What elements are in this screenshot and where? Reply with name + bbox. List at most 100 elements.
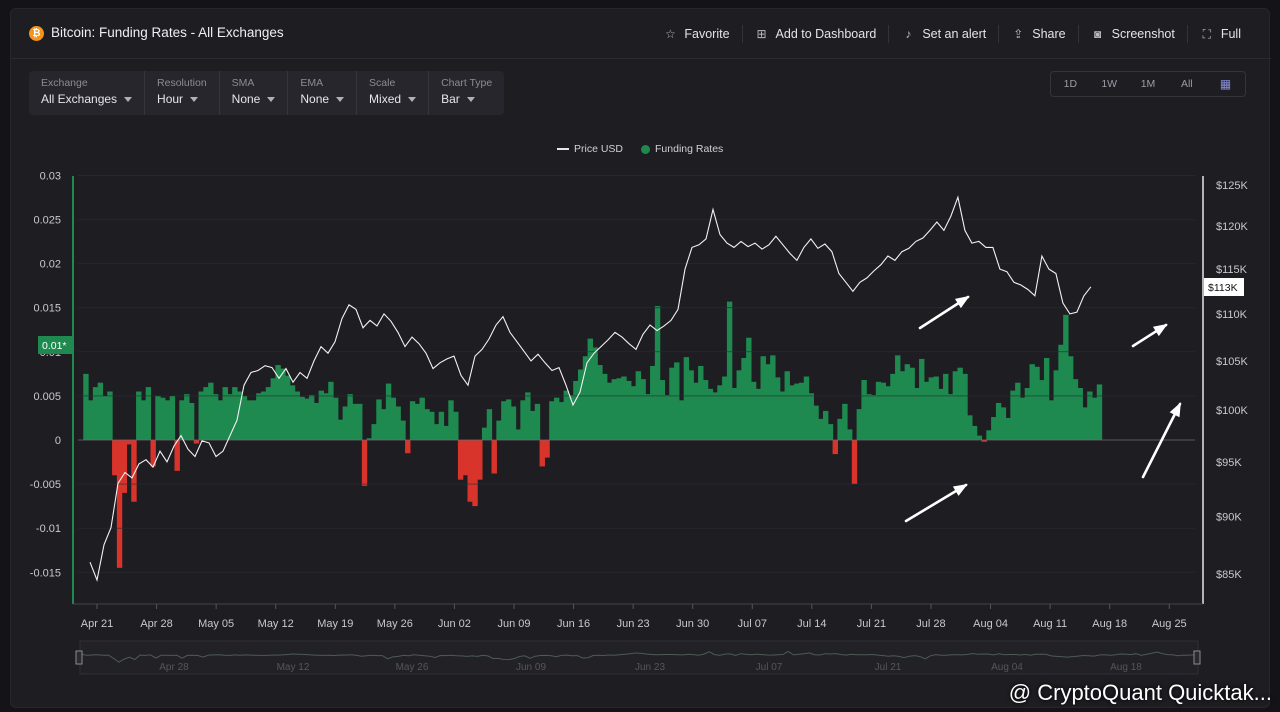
funding-legend-swatch (641, 144, 651, 154)
chevron-down-icon (466, 97, 475, 103)
funding-bar (174, 440, 180, 471)
funding-bar (597, 365, 603, 440)
funding-bar (193, 440, 200, 444)
watermark: @ CryptoQuant Quicktak... (1008, 680, 1272, 705)
funding-bar (573, 380, 579, 440)
funding-bar (957, 367, 963, 440)
funding-bar (587, 338, 593, 440)
funding-bar (947, 394, 954, 440)
funding-bar (352, 403, 358, 440)
funding-bar (433, 424, 440, 440)
range-1m-button[interactable]: 1M (1140, 78, 1156, 90)
funding-bar (256, 393, 262, 440)
funding-bar (477, 440, 483, 480)
funding-bar (784, 371, 790, 440)
exchange-select[interactable]: Exchange All Exchanges (29, 71, 144, 115)
funding-bar (674, 362, 680, 440)
legend-funding[interactable]: Funding Rates (655, 143, 724, 155)
funding-bar (1091, 397, 1098, 440)
navigator-tick: Aug 04 (991, 662, 1023, 673)
navigator-left-handle[interactable] (75, 650, 83, 665)
funding-bar (952, 371, 959, 440)
funding-bar (736, 370, 742, 440)
funding-bar (779, 391, 786, 440)
funding-bar (515, 429, 521, 440)
x-tick-label: Aug 11 (1033, 618, 1067, 630)
range-selector: 1D 1W 1M All ▦ (1050, 71, 1246, 97)
funding-bar (280, 368, 286, 440)
funding-bar (650, 365, 656, 440)
current-funding-label: 0.01* (38, 336, 73, 354)
current-price-value: $113K (1208, 282, 1238, 294)
funding-bar (991, 417, 997, 440)
right-y-tick: $95K (1216, 457, 1242, 469)
funding-bar (885, 386, 891, 440)
funding-bar (616, 378, 622, 440)
favorite-button[interactable]: ☆ Favorite (665, 27, 730, 41)
funding-bar (405, 440, 411, 454)
funding-bar (707, 388, 714, 440)
chart-gridlines (78, 175, 1195, 573)
funding-bar (1005, 417, 1011, 440)
camera-icon: ◙ (1093, 27, 1102, 41)
share-button[interactable]: ⇪ Share (998, 25, 1077, 43)
funding-bar (976, 435, 983, 440)
calendar-icon[interactable]: ▦ (1219, 77, 1232, 91)
scale-select[interactable]: Scale Mixed (356, 71, 428, 115)
x-tick-label: Jul 07 (738, 618, 767, 630)
funding-bar (265, 387, 272, 440)
funding-bar (337, 419, 344, 440)
funding-bar (390, 397, 397, 440)
funding-bar (549, 401, 555, 440)
funding-bar (1043, 358, 1050, 440)
navigator[interactable]: Apr 28 May 12 May 26 Jun 09 Jun 23 Jul 07 Jul … (75, 640, 1201, 675)
legend-price[interactable]: Price USD (574, 143, 624, 155)
left-y-tick: 0 (55, 435, 61, 447)
ema-select[interactable]: EMA None (287, 71, 356, 115)
funding-bar (981, 440, 987, 442)
funding-bar (851, 440, 858, 485)
funding-bar (746, 337, 752, 440)
funding-bar (813, 405, 819, 440)
funding-bar (875, 381, 882, 440)
funding-bar (505, 399, 512, 440)
funding-bar (1015, 382, 1021, 440)
funding-bar (361, 440, 368, 486)
add-to-dashboard-button[interactable]: ⊞ Add to Dashboard (741, 25, 889, 43)
funding-bar (760, 356, 766, 440)
bitcoin-icon: ₿ (29, 26, 44, 41)
funding-bar (529, 410, 536, 440)
funding-bar (1072, 379, 1079, 440)
set-alert-button[interactable]: ♪ Set an alert (888, 25, 998, 43)
funding-bar (563, 390, 569, 440)
funding-bar (1087, 391, 1093, 440)
funding-bar (309, 395, 315, 440)
funding-bar (827, 424, 834, 440)
funding-bar (496, 420, 502, 440)
funding-bar (578, 369, 584, 440)
funding-bar (131, 440, 137, 502)
funding-bar (88, 400, 94, 440)
bell-icon: ♪ (905, 27, 912, 41)
range-1d-button[interactable]: 1D (1063, 78, 1078, 90)
funding-bar (491, 440, 497, 474)
full-button[interactable]: ⛶ Full (1186, 25, 1253, 43)
navigator-line (81, 650, 1195, 663)
funding-bar (188, 402, 195, 440)
left-y-tick: 0.03 (40, 170, 61, 182)
right-y-tick: $110K (1216, 309, 1248, 321)
funding-bar (179, 400, 185, 440)
range-all-button[interactable]: All (1180, 78, 1193, 90)
chart-type-select[interactable]: Chart Type Bar (428, 71, 504, 115)
funding-bar (217, 400, 224, 440)
screenshot-button[interactable]: ◙ Screenshot (1077, 25, 1187, 43)
funding-bar (208, 382, 214, 440)
sma-select[interactable]: SMA None (218, 71, 288, 115)
resolution-select[interactable]: Resolution Hour (144, 71, 219, 115)
right-y-tick: $120K (1216, 221, 1248, 233)
funding-bar (318, 390, 325, 440)
arrow-head (954, 295, 970, 309)
navigator-right-handle[interactable] (1193, 650, 1201, 665)
funding-bar (659, 380, 666, 440)
range-1w-button[interactable]: 1W (1101, 78, 1118, 90)
